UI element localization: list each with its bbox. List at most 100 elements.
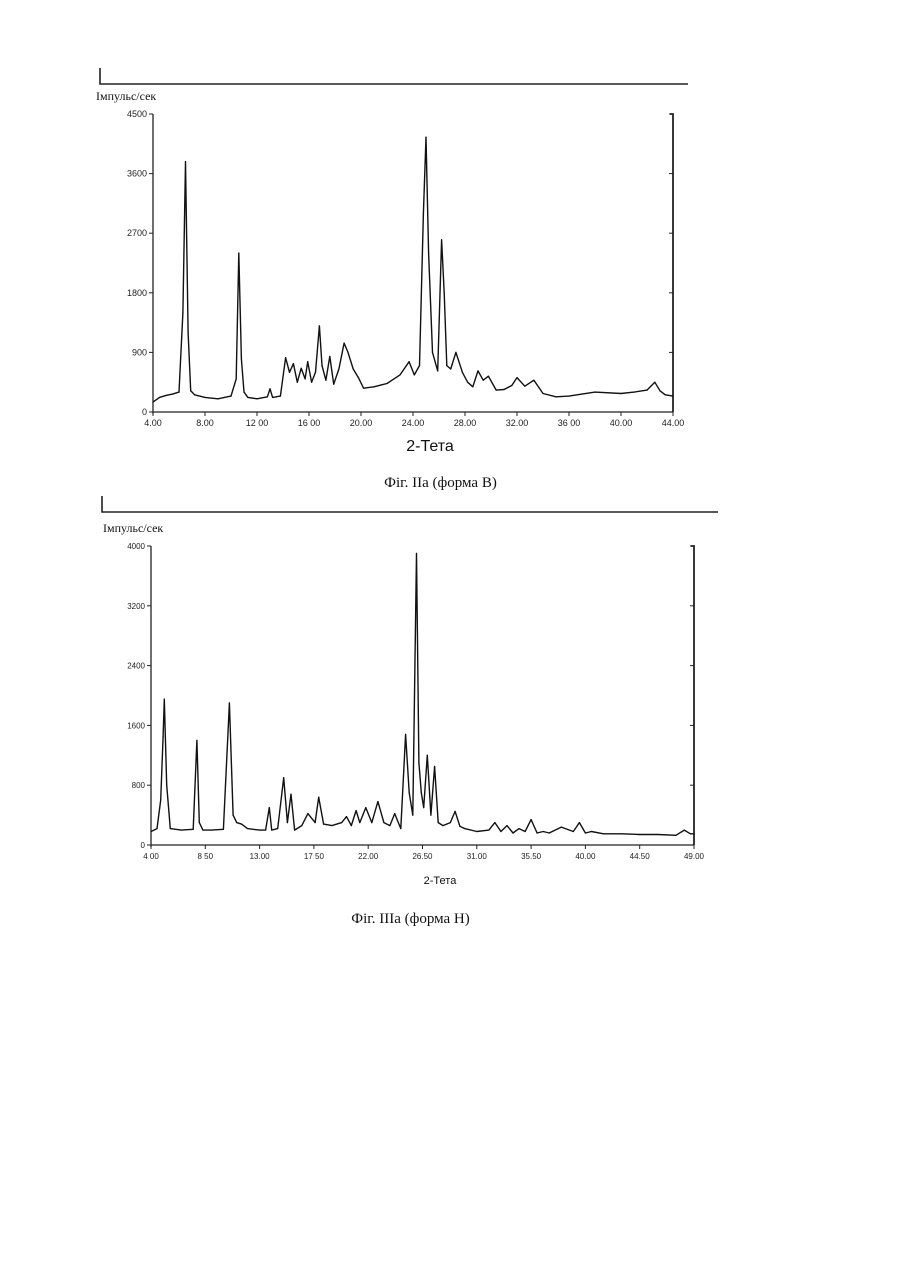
y-tick-label: 900 [132,347,147,357]
data-point [594,392,595,393]
data-point [165,395,166,396]
data-point [194,394,195,395]
y-tick-label: 1800 [127,288,147,298]
x-tick-label: 8.00 [196,418,214,428]
data-point [152,401,153,402]
data-point [363,388,364,389]
data-point [516,377,517,378]
x-tick-label: 4.00 [144,418,162,428]
data-point [467,382,468,383]
data-point [450,822,451,823]
data-point [162,736,163,737]
data-point [190,390,191,391]
data-point [591,831,592,832]
data-point [524,831,525,832]
data-point [579,822,580,823]
x-tick-label: 31.00 [467,852,488,861]
data-point [665,394,666,395]
y-tick-label: 2400 [127,662,145,671]
data-point [283,777,284,778]
x-axis-label: 2-Тета [360,438,500,456]
data-point [217,398,218,399]
data-point [488,376,489,377]
data-point [301,825,302,826]
data-point [418,762,419,763]
data-point [434,766,435,767]
data-point [346,816,347,817]
data-point [331,825,332,826]
y-tick-label: 3200 [127,602,145,611]
frame-top-line [102,496,718,512]
data-point [476,831,477,832]
data-point [202,829,203,830]
data-point [172,394,173,395]
data-point [377,801,378,802]
data-point [333,384,334,385]
data-point [247,397,248,398]
x-tick-label: 44.50 [630,852,651,861]
x-tick-label: 17 50 [304,852,325,861]
x-tick-label: 44.00 [662,418,685,428]
data-point [353,368,354,369]
data-point [196,740,197,741]
data-point [464,828,465,829]
data-point [315,822,316,823]
data-point [462,372,463,373]
data-point [156,828,157,829]
x-tick-label: 16 00 [298,418,321,428]
data-point [271,829,272,830]
y-tick-label: 3600 [127,169,147,179]
data-point [561,826,562,827]
data-point [319,325,320,326]
data-point [159,397,160,398]
data-point [427,755,428,756]
data-point [256,398,257,399]
x-axis-label: 2-Тета [370,875,510,887]
data-point [684,829,685,830]
data-point [455,352,456,353]
diffractogram-line [151,554,694,836]
data-point [421,792,422,793]
data-point [454,811,455,812]
data-point [386,383,387,384]
data-point [347,352,348,353]
data-point [193,829,194,830]
data-point [307,813,308,814]
data-point [483,380,484,381]
x-tick-label: 36 00 [558,418,581,428]
data-point [230,396,231,397]
data-point [444,292,445,293]
data-point [297,382,298,383]
data-point [414,374,415,375]
data-point [223,829,224,830]
y-tick-label: 0 [142,407,147,417]
data-point [432,352,433,353]
data-point [518,828,519,829]
data-point [531,819,532,820]
x-tick-label: 28.00 [454,418,477,428]
data-point [267,396,268,397]
data-point [537,832,538,833]
data-point [690,833,691,834]
y-tick-label: 0 [141,841,146,850]
data-point [450,368,451,369]
data-point [325,380,326,381]
data-point [405,734,406,735]
data-point [229,702,230,703]
x-tick-label: 4 00 [143,852,159,861]
data-point [211,829,212,830]
data-point [477,370,478,371]
data-point [150,831,151,832]
data-point [524,386,525,387]
x-tick-label: 40.00 [575,852,596,861]
data-point [423,807,424,808]
data-point [585,832,586,833]
data-point [277,828,278,829]
data-point [294,829,295,830]
data-point [166,785,167,786]
data-point [341,822,342,823]
data-point [442,825,443,826]
data-point [307,361,308,362]
data-point [511,385,512,386]
data-point [503,389,504,390]
